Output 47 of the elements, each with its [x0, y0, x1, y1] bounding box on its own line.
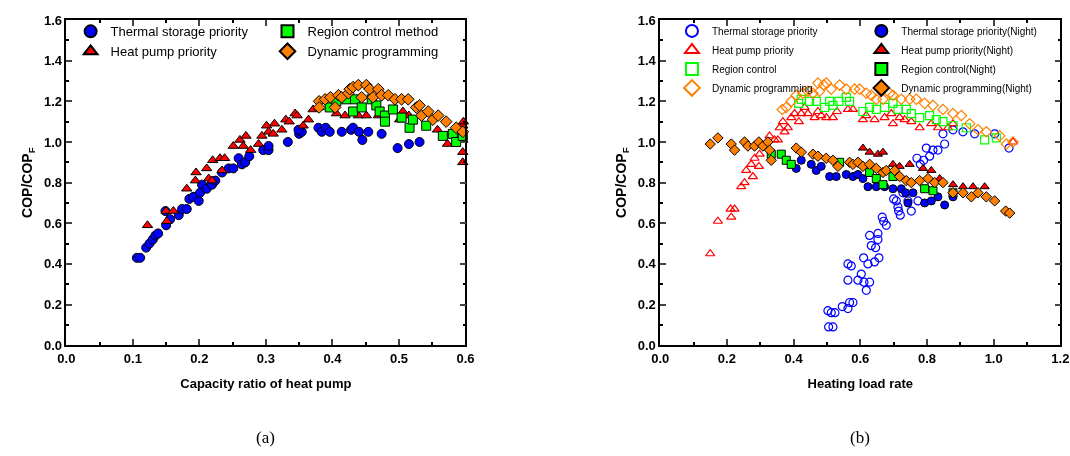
x-tick-label: 1.2	[1051, 350, 1070, 366]
x-axis-title: Capacity ratio of heat pump	[180, 375, 352, 391]
y-tick-label: 1.4	[637, 53, 657, 69]
x-tick-label: 0.6	[851, 350, 870, 366]
legend-label: Heat pump priority	[110, 44, 218, 60]
y-tick-label: 1.6	[637, 12, 656, 28]
text: (a)	[256, 428, 275, 447]
x-tick-label: 0.0	[57, 350, 76, 366]
x-tick-label: 0.4	[323, 350, 343, 366]
x-tick-label: 0.1	[123, 350, 142, 366]
legend-label: Thermal storage priority(Night)	[901, 25, 1037, 37]
y-tick-label: 1.6	[43, 12, 62, 28]
legend-label: Heat pump priority(Night)	[901, 44, 1014, 56]
x-axis-title: Heating load rate	[807, 375, 914, 391]
y-tick-label: 0.0	[43, 337, 62, 353]
y-tick-label: 0.2	[43, 297, 62, 313]
legend-label: Region control	[711, 63, 777, 75]
legend-label: Thermal storage priority	[711, 25, 818, 37]
x-tick-label: 0.4	[784, 350, 804, 366]
x-tick-label: 0.2	[717, 350, 736, 366]
legend-label: Region control method	[307, 24, 439, 40]
y-tick-label: 0.4	[43, 256, 63, 272]
legend-label: Dynamic programming(Night)	[901, 82, 1032, 94]
y-tick-label: 0.6	[43, 215, 62, 231]
y-tick-label: 1.4	[43, 53, 63, 69]
legend-label: Region control(Night)	[901, 63, 996, 75]
y-tick-label: 0.0	[637, 337, 656, 353]
x-tick-label: 0.3	[256, 350, 275, 366]
x-tick-label: 1.0	[984, 350, 1003, 366]
x-tick-label: 0.8	[917, 350, 937, 366]
y-tick-label: 0.6	[637, 215, 656, 231]
x-tick-label: 0.2	[190, 350, 209, 366]
y-tick-label: 1.2	[637, 93, 656, 109]
legend-label: Heat pump priority	[711, 44, 794, 56]
y-tick-label: 0.8	[637, 175, 656, 191]
y-tick-label: 0.8	[43, 175, 62, 191]
y-tick-label: 1.0	[637, 134, 656, 150]
text: (b)	[850, 428, 870, 447]
legend-label: Dynamic programming	[307, 44, 439, 60]
x-tick-label: 0.6	[456, 350, 475, 366]
y-tick-label: 0.4	[637, 256, 657, 272]
y-tick-label: 1.2	[43, 93, 62, 109]
y-tick-label: 0.2	[637, 297, 656, 313]
legend-label: Thermal storage priority	[110, 24, 249, 40]
x-tick-label: 0.0	[651, 350, 670, 366]
x-tick-label: 0.5	[389, 350, 408, 366]
y-tick-label: 1.0	[43, 134, 62, 150]
